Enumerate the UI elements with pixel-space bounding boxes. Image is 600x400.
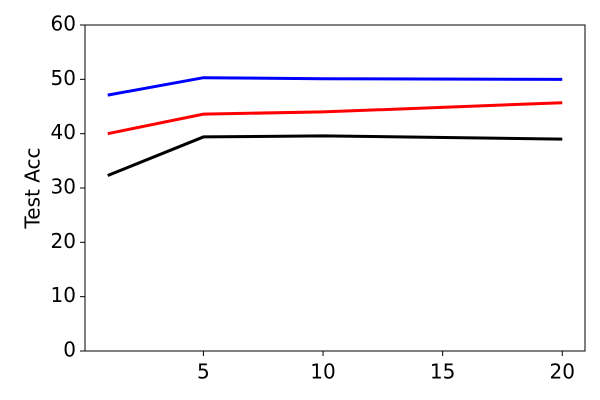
y-tick-label: 20 bbox=[51, 229, 76, 253]
x-tick-label: 15 bbox=[430, 360, 455, 384]
y-tick-label: 60 bbox=[51, 12, 76, 36]
plot-frame bbox=[84, 24, 586, 352]
x-tick-label: 10 bbox=[310, 360, 335, 384]
series-line bbox=[107, 101, 563, 136]
x-tick-label: 20 bbox=[550, 360, 575, 384]
y-tick-label: 40 bbox=[51, 120, 76, 144]
x-tick-label: 5 bbox=[197, 360, 210, 384]
series-line bbox=[107, 134, 563, 177]
series-line bbox=[107, 76, 563, 97]
y-tick-label: 50 bbox=[51, 66, 76, 90]
y-tick-label: 30 bbox=[51, 175, 76, 199]
y-axis-label: Test Acc bbox=[21, 147, 45, 229]
y-tick-label: 0 bbox=[63, 338, 76, 362]
y-tick-label: 10 bbox=[51, 283, 76, 307]
